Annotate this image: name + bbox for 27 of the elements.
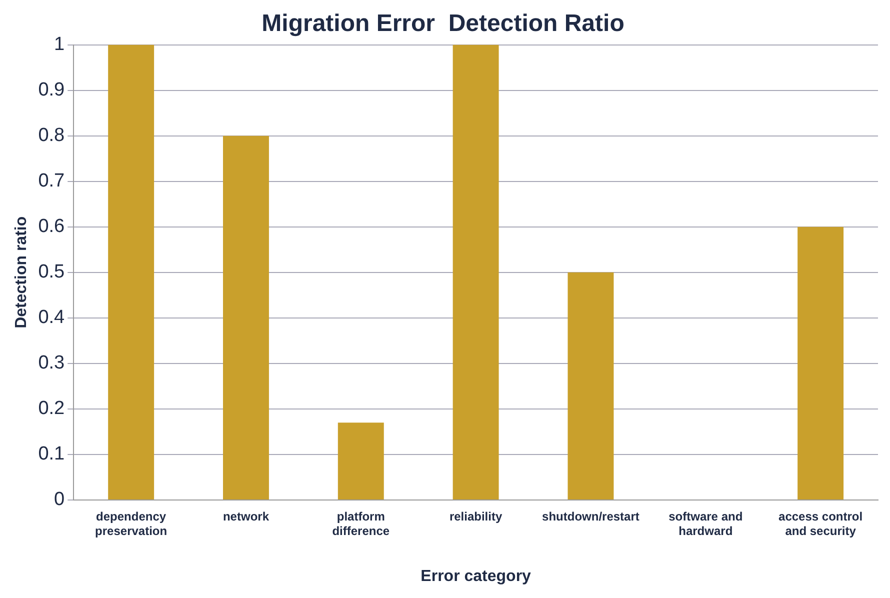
x-tick-label: shutdown/restart: [542, 510, 640, 524]
y-tick-label: 1: [54, 34, 65, 56]
chart-title: Migration Error Detection Ratio: [262, 10, 624, 38]
x-tick-label: platform difference: [332, 510, 390, 538]
x-tick-label: network: [222, 510, 270, 524]
y-tick-label: 0.6: [38, 216, 65, 238]
y-axis-title: Detection ratio: [13, 216, 30, 328]
x-tick-label: reliability: [449, 510, 502, 524]
y-tick-label: 0.3: [38, 352, 65, 374]
bar: [338, 422, 384, 500]
y-tick-label: 0.5: [38, 262, 65, 283]
bar: [452, 44, 499, 500]
y-tick-label: 0.4: [38, 307, 66, 328]
y-tick-label: 0: [54, 489, 65, 510]
bar: [798, 226, 844, 500]
x-tick-label: dependency preservation: [95, 510, 168, 538]
y-tick-label: 0.7: [38, 170, 65, 192]
x-tick-label: access control and security: [778, 510, 863, 538]
y-tick-label: 0.2: [38, 398, 65, 420]
x-tick-label: software and hardward: [668, 510, 743, 538]
y-tick-label: 0.9: [38, 80, 65, 101]
bar: [223, 136, 269, 500]
bar: [568, 272, 614, 500]
x-axis-title: Error category: [420, 568, 532, 585]
bar: [108, 44, 154, 500]
y-tick-label: 0.1: [38, 444, 65, 465]
y-tick-label: 0.8: [38, 125, 65, 146]
